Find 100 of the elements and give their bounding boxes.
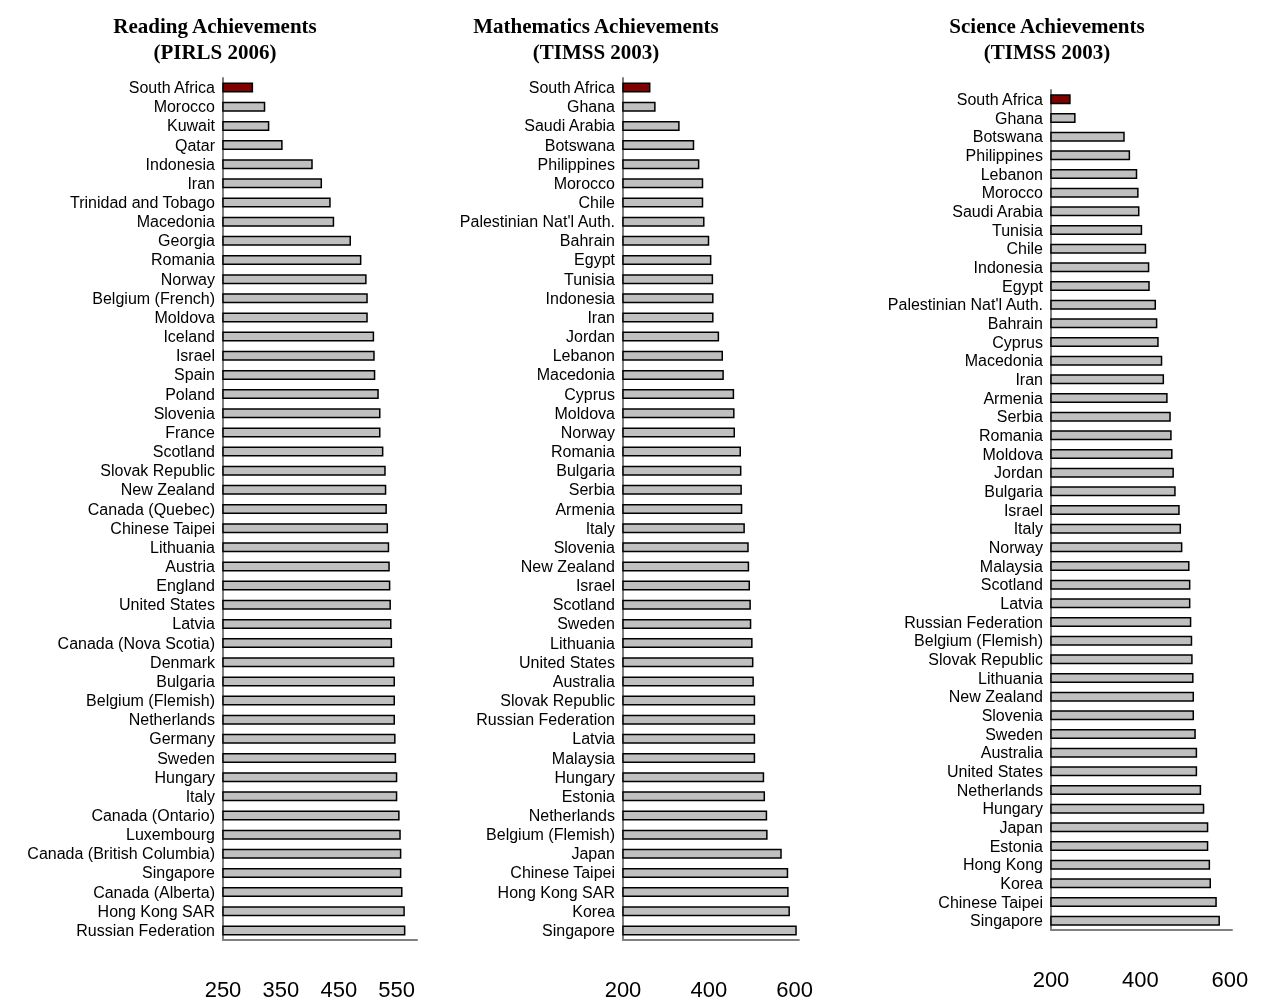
y-tick-label: Moldova [982,445,1044,463]
x-tick-label: 350 [262,976,300,1002]
x-tick-label: 450 [320,976,358,1002]
y-tick-label: Romania [550,443,616,461]
y-tick-label: Botswana [972,128,1044,146]
y-tick-label: Morocco [153,98,216,116]
x-tick-label: 250 [204,976,242,1002]
y-tick-label: Sweden [985,725,1043,743]
y-tick-label: Romania [150,251,216,269]
y-tick-label: South Africa [528,79,616,97]
y-tick-label: Armenia [983,389,1044,407]
y-tick-label: Philippines [965,146,1043,164]
y-tick-label: Macedonia [964,352,1044,370]
y-tick-label: Ghana [994,109,1044,127]
y-tick-label: United States [518,653,615,671]
y-tick-label: South Africa [128,79,216,97]
y-tick-label: Cyprus [564,385,615,403]
y-tick-label: Hungary [154,768,215,786]
y-tick-label: Slovenia [981,706,1044,724]
y-tick-label: Jordan [994,464,1043,482]
y-tick-label: Malaysia [551,749,616,767]
y-tick-label: Latvia [172,615,216,633]
y-tick-label: Bulgaria [156,672,216,690]
y-tick-label: Iran [1015,370,1043,388]
y-tick-label: United States [946,762,1043,780]
y-tick-label: Indonesia [545,289,616,307]
x-tick-label: 600 [1211,966,1249,992]
y-tick-label: Hong Kong SAR [497,883,615,901]
y-tick-label: Chinese Taipei [110,519,215,537]
y-tick-label: Tunisia [992,221,1044,239]
y-tick-label: New Zealand [520,557,615,575]
y-tick-label: Norway [988,538,1043,556]
y-tick-label: Russian Federation [76,921,215,939]
x-tick-label: 400 [1122,966,1159,992]
y-tick-label: South Africa [956,90,1044,108]
y-tick-label: Indonesia [145,155,216,173]
y-tick-label: Bahrain [559,232,615,250]
y-tick-label: Chinese Taipei [510,864,615,882]
y-tick-label: Canada (Quebec) [87,500,215,518]
y-tick-label: Hungary [554,768,615,786]
y-tick-label: Sweden [157,749,215,767]
chart-title: Science Achievements (TIMSS 2003) [949,14,1145,64]
y-tick-label: Israel [175,347,215,365]
y-tick-label: Slovenia [553,538,616,556]
y-tick-label: Iran [187,174,215,192]
y-tick-label: Belgium (French) [92,289,215,307]
y-tick-label: Qatar [174,136,216,154]
y-tick-label: Netherlands [956,781,1043,799]
y-tick-label: Chile [578,194,616,212]
y-tick-label: Belgium (Flemish) [86,692,215,710]
x-tick-label: 400 [690,976,728,1002]
y-tick-label: Morocco [553,174,616,192]
y-tick-label: Saudi Arabia [524,117,616,135]
y-tick-label: Italy [585,519,615,537]
y-tick-label: Bahrain [987,314,1043,332]
y-tick-label: Iceland [163,328,215,346]
chart-title: Mathematics Achievements (TIMSS 2003) [473,14,719,64]
y-tick-label: Israel [575,577,615,595]
y-tick-label: Botswana [544,136,616,154]
y-tick-label: Estonia [989,837,1044,855]
y-tick-label: Canada (Ontario) [91,806,215,824]
y-tick-label: Hong Kong SAR [97,902,215,920]
y-tick-label: Lebanon [552,347,615,365]
y-tick-label: Malaysia [979,557,1044,575]
y-tick-label: Moldova [554,404,616,422]
x-tick-label: 200 [1032,966,1070,992]
y-tick-label: Trinidad and Tobago [70,194,216,212]
y-tick-label: Iran [587,308,615,326]
y-tick-label: Luxembourg [126,826,215,844]
y-tick-label: Lithuania [150,538,216,556]
y-tick-label: Slovak Republic [100,462,215,480]
y-tick-label: Palestinian Nat'l Auth. [887,296,1043,314]
y-tick-label: Hong Kong [962,856,1043,874]
y-tick-label: Lithuania [978,669,1044,687]
y-tick-label: Germany [149,730,215,748]
y-tick-label: Canada (British Columbia) [27,845,215,863]
y-tick-label: Bulgaria [556,462,616,480]
y-tick-label: Belgium (Flemish) [486,826,615,844]
y-tick-label: Netherlands [528,806,615,824]
y-tick-label: United States [118,596,215,614]
y-tick-label: Saudi Arabia [952,202,1044,220]
y-tick-label: Canada (Alberta) [93,883,215,901]
y-tick-label: Palestinian Nat'l Auth. [459,213,615,231]
y-tick-label: Poland [165,385,215,403]
y-tick-label: Korea [1000,874,1044,892]
y-tick-label: Italy [1013,520,1043,538]
y-tick-label: Canada (Nova Scotia) [57,634,215,652]
y-tick-label: Indonesia [973,258,1044,276]
y-tick-label: Netherlands [128,711,215,729]
y-tick-label: Norway [560,423,615,441]
y-tick-label: Egypt [574,251,616,269]
y-tick-label: Armenia [555,500,616,518]
y-tick-label: Romania [978,426,1044,444]
y-tick-label: Australia [980,744,1044,762]
y-tick-label: Serbia [996,408,1044,426]
y-tick-label: Cyprus [992,333,1043,351]
y-tick-label: Scotland [980,576,1043,594]
y-tick-label: Japan [999,818,1043,836]
y-tick-label: Latvia [572,730,616,748]
y-tick-label: Denmark [150,653,216,671]
